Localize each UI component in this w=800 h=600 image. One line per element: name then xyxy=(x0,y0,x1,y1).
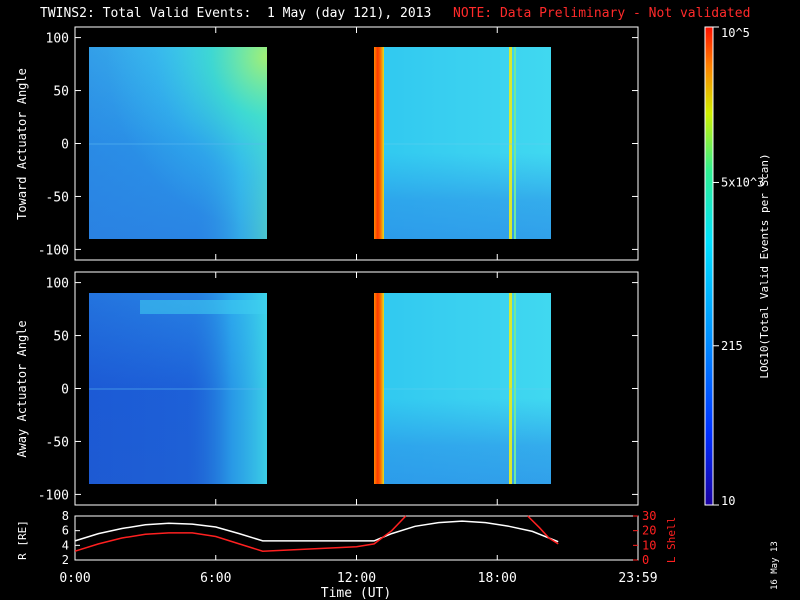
bottom-x-ticks: 0:00 6:00 12:00 18:00 23:59 xyxy=(59,555,658,586)
x-tick-label: 0:00 xyxy=(59,571,90,586)
panel-top: -100 -50 0 50 100 Toward Actuator Angle xyxy=(15,26,639,261)
mid-top-band xyxy=(140,300,267,314)
y-tick-label: -100 xyxy=(38,488,69,503)
colorbar-label: LOG10(Total Valid Events per Scan) xyxy=(758,153,771,378)
bottom-axes-box xyxy=(74,515,639,561)
colorbar-frame xyxy=(704,26,714,506)
x-tick-label: 12:00 xyxy=(337,571,376,586)
mid-ylabel: Away Actuator Angle xyxy=(15,320,29,457)
x-axis-label: Time (UT) xyxy=(321,586,391,600)
panel-middle: -100 -50 0 50 100 Away Actuator Angle xyxy=(15,271,639,506)
left-tick-label: 8 xyxy=(62,509,69,523)
colorbar-ticks: 10 215 5x10^3 10^5 xyxy=(713,26,764,508)
x-tick-label: 6:00 xyxy=(200,571,231,586)
top-yellow-streak xyxy=(509,47,512,239)
y-tick-label: -50 xyxy=(46,435,69,450)
chart-title: TWINS2: Total Valid Events: 1 May (day 1… xyxy=(40,6,432,21)
colorbar-tick-label: 5x10^3 xyxy=(721,175,764,189)
top-x-ticks xyxy=(74,27,639,260)
top-y-ticks: -100 -50 0 50 100 xyxy=(38,32,638,258)
colorbar-tick-label: 215 xyxy=(721,339,743,353)
series-line-r-re- xyxy=(74,520,559,543)
bottom-right-label: L Shell xyxy=(665,517,678,563)
colorbar: 10 215 5x10^3 10^5 LOG10(Total Valid Events… xyxy=(704,26,771,508)
colorbar-tick-label: 10 xyxy=(721,494,735,508)
top-block-2-shade xyxy=(374,47,551,239)
colorbar-fill xyxy=(705,27,713,505)
y-tick-label: -100 xyxy=(38,243,69,258)
mid-x-ticks xyxy=(74,272,639,505)
top-red-band xyxy=(374,47,384,239)
left-tick-label: 4 xyxy=(62,538,69,552)
x-tick-label: 18:00 xyxy=(478,571,517,586)
y-tick-label: -50 xyxy=(46,190,69,205)
top-ylabel: Toward Actuator Angle xyxy=(15,68,29,220)
y-tick-label: 0 xyxy=(61,383,69,398)
top-block-1-glow xyxy=(89,47,267,239)
top-streak-2 xyxy=(514,47,516,239)
mid-red-band xyxy=(374,293,384,484)
y-tick-label: 100 xyxy=(46,32,69,47)
right-tick-label: 30 xyxy=(642,509,656,523)
y-tick-label: 100 xyxy=(46,277,69,292)
bottom-left-label: R [RE] xyxy=(16,520,29,560)
series-line-l-shell-late- xyxy=(527,515,559,545)
right-tick-label: 20 xyxy=(642,524,656,538)
right-tick-label: 10 xyxy=(642,538,656,552)
y-tick-label: 0 xyxy=(61,138,69,153)
y-tick-label: 50 xyxy=(53,85,69,100)
right-tick-label: 0 xyxy=(642,553,649,567)
bottom-lines xyxy=(74,515,559,552)
left-tick-label: 2 xyxy=(62,553,69,567)
series-line-l-shell xyxy=(74,515,407,552)
x-tick-label: 23:59 xyxy=(618,571,657,586)
mid-y-ticks: -100 -50 0 50 100 xyxy=(38,277,638,503)
colorbar-tick-label: 10^5 xyxy=(721,26,750,40)
y-tick-label: 50 xyxy=(53,330,69,345)
preliminary-note: NOTE: Data Preliminary - Not validated xyxy=(453,6,751,21)
left-tick-label: 6 xyxy=(62,524,69,538)
